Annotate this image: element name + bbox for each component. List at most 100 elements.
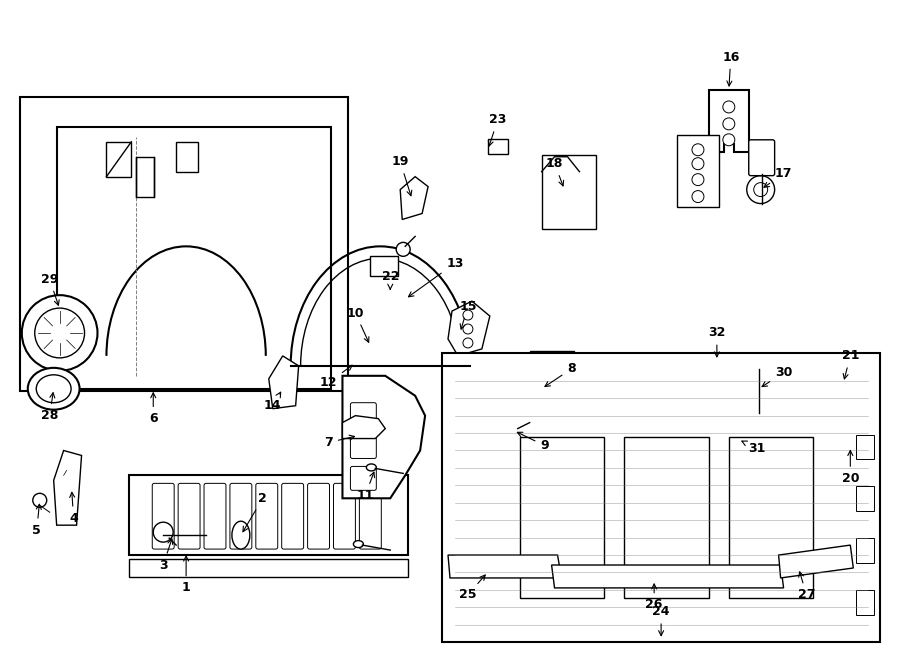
Text: 18: 18 (546, 157, 563, 186)
Circle shape (153, 522, 173, 542)
FancyBboxPatch shape (530, 351, 574, 406)
Text: 24: 24 (652, 605, 670, 636)
Text: 30: 30 (762, 366, 792, 387)
Polygon shape (343, 416, 385, 438)
Polygon shape (724, 426, 760, 451)
Text: 1: 1 (182, 556, 191, 594)
FancyBboxPatch shape (625, 436, 709, 598)
Circle shape (463, 338, 473, 348)
FancyBboxPatch shape (350, 403, 376, 426)
Circle shape (35, 308, 85, 358)
FancyBboxPatch shape (856, 486, 874, 511)
FancyBboxPatch shape (359, 483, 382, 549)
Circle shape (32, 493, 47, 507)
Polygon shape (831, 356, 860, 399)
FancyBboxPatch shape (370, 256, 398, 276)
FancyBboxPatch shape (204, 483, 226, 549)
Text: 15: 15 (459, 299, 477, 329)
Ellipse shape (508, 426, 519, 434)
Text: 19: 19 (392, 155, 412, 196)
FancyBboxPatch shape (136, 157, 154, 196)
FancyBboxPatch shape (350, 434, 376, 459)
Circle shape (463, 324, 473, 334)
Ellipse shape (36, 375, 71, 403)
FancyBboxPatch shape (519, 436, 604, 598)
Circle shape (692, 174, 704, 186)
FancyBboxPatch shape (178, 483, 200, 549)
Text: 6: 6 (148, 393, 157, 425)
Text: 23: 23 (489, 114, 507, 146)
Text: 8: 8 (545, 362, 576, 387)
FancyBboxPatch shape (130, 475, 409, 555)
FancyBboxPatch shape (256, 483, 278, 549)
Text: 27: 27 (797, 572, 815, 602)
Ellipse shape (232, 521, 250, 549)
FancyBboxPatch shape (106, 142, 131, 176)
Polygon shape (442, 353, 880, 642)
FancyBboxPatch shape (334, 483, 356, 549)
FancyBboxPatch shape (350, 467, 376, 490)
FancyBboxPatch shape (749, 140, 775, 176)
FancyBboxPatch shape (534, 366, 560, 398)
Polygon shape (448, 555, 562, 578)
Polygon shape (343, 376, 425, 498)
Text: 28: 28 (41, 393, 58, 422)
FancyBboxPatch shape (677, 135, 719, 206)
Polygon shape (269, 356, 299, 408)
Polygon shape (54, 451, 82, 525)
Polygon shape (778, 545, 853, 578)
FancyBboxPatch shape (856, 538, 874, 563)
Ellipse shape (354, 541, 364, 547)
Polygon shape (400, 176, 428, 219)
FancyBboxPatch shape (308, 483, 329, 549)
Circle shape (723, 134, 734, 146)
Text: 3: 3 (159, 539, 173, 572)
Text: 11: 11 (356, 472, 374, 502)
FancyBboxPatch shape (230, 483, 252, 549)
FancyBboxPatch shape (542, 155, 597, 229)
Circle shape (747, 176, 775, 204)
Ellipse shape (366, 464, 376, 471)
Circle shape (753, 182, 768, 196)
Text: 7: 7 (324, 435, 355, 449)
Circle shape (692, 158, 704, 170)
Circle shape (723, 118, 734, 130)
Text: 29: 29 (41, 273, 59, 305)
Circle shape (711, 367, 723, 379)
Polygon shape (448, 301, 490, 356)
Text: 10: 10 (346, 307, 369, 342)
Text: 2: 2 (243, 492, 267, 531)
FancyBboxPatch shape (856, 590, 874, 615)
Polygon shape (836, 422, 863, 463)
Text: 25: 25 (459, 575, 485, 602)
Text: 20: 20 (842, 451, 859, 485)
Circle shape (22, 295, 97, 371)
Text: 32: 32 (708, 327, 725, 357)
Circle shape (463, 310, 473, 320)
FancyBboxPatch shape (856, 434, 874, 459)
FancyBboxPatch shape (130, 559, 409, 577)
Circle shape (703, 359, 731, 387)
Circle shape (396, 243, 410, 256)
Polygon shape (57, 127, 330, 389)
Text: 17: 17 (764, 167, 792, 187)
Polygon shape (709, 90, 749, 152)
FancyBboxPatch shape (750, 358, 768, 370)
Circle shape (692, 190, 704, 202)
FancyBboxPatch shape (282, 483, 303, 549)
Text: 4: 4 (69, 492, 78, 525)
Text: 9: 9 (518, 432, 549, 452)
Text: 31: 31 (742, 441, 765, 455)
Text: 21: 21 (842, 350, 859, 379)
Text: 12: 12 (320, 366, 352, 389)
FancyBboxPatch shape (488, 139, 508, 154)
Bar (20, 97, 348, 391)
Ellipse shape (28, 368, 79, 410)
Circle shape (723, 101, 734, 113)
Text: 26: 26 (645, 584, 662, 611)
FancyBboxPatch shape (152, 483, 175, 549)
Text: 14: 14 (264, 392, 282, 412)
FancyBboxPatch shape (176, 142, 198, 172)
Text: 5: 5 (32, 504, 41, 537)
Circle shape (692, 144, 704, 156)
